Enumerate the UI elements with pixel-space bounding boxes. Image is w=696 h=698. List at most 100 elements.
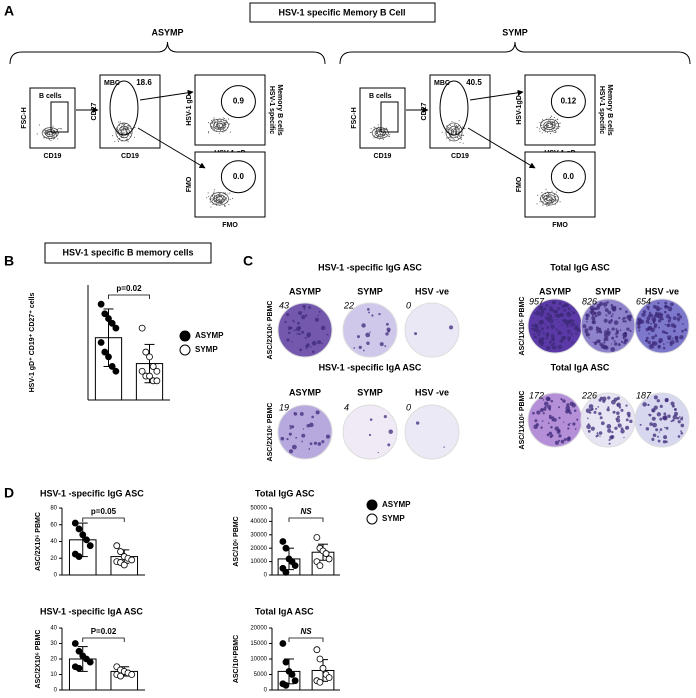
spot xyxy=(561,306,564,308)
axis-label: FSC-H xyxy=(351,107,358,128)
spot xyxy=(557,307,561,310)
spot xyxy=(534,419,538,423)
event-dot xyxy=(120,128,122,130)
spot xyxy=(552,340,554,342)
spot xyxy=(546,317,552,323)
spot xyxy=(544,401,549,406)
event-dot xyxy=(536,127,538,129)
spot xyxy=(585,408,591,414)
event-dot xyxy=(225,122,227,124)
event-dot xyxy=(377,129,379,131)
event-dot xyxy=(548,196,550,199)
significance-bracket xyxy=(288,637,324,642)
spot xyxy=(301,440,303,443)
y-axis-label: ASC/1X10⁵ PBMC xyxy=(519,297,526,356)
spot xyxy=(671,404,675,408)
spot xyxy=(599,342,603,347)
event-dot xyxy=(218,201,220,203)
spot xyxy=(540,426,543,429)
spot xyxy=(628,314,633,319)
event-dot xyxy=(219,194,221,196)
spot xyxy=(642,310,647,314)
spot xyxy=(570,310,573,312)
event-dot xyxy=(454,133,456,135)
event-dot xyxy=(383,132,385,134)
data-point xyxy=(325,555,333,563)
event-dot xyxy=(375,128,378,131)
spot xyxy=(664,426,666,429)
spot xyxy=(292,320,295,323)
event-dot xyxy=(112,135,114,137)
event-dot xyxy=(545,127,547,129)
significance-label: p=0.02 xyxy=(116,284,142,293)
spot xyxy=(658,326,661,329)
event-dot xyxy=(52,125,54,127)
spot xyxy=(301,433,306,438)
event-dot xyxy=(127,126,129,128)
event-dot xyxy=(555,132,557,134)
spot xyxy=(663,435,668,440)
event-dot xyxy=(453,124,456,126)
data-point xyxy=(112,324,120,332)
event-dot xyxy=(556,118,558,121)
spot xyxy=(563,438,567,442)
spot xyxy=(576,324,579,327)
y-axis-label: ASC/2X10⁶ PBMC xyxy=(267,403,274,462)
data-point xyxy=(86,542,94,550)
spot xyxy=(539,313,543,318)
spot xyxy=(637,325,641,329)
spot xyxy=(567,423,570,427)
event-dot xyxy=(452,138,454,140)
spot xyxy=(573,320,575,322)
spot xyxy=(539,337,541,339)
data-point xyxy=(319,664,327,672)
spot xyxy=(535,330,538,333)
event-dot xyxy=(451,121,453,123)
event-dot xyxy=(462,142,464,144)
event-dot xyxy=(547,132,549,134)
legend-label: ASYMP xyxy=(195,331,224,340)
spot xyxy=(657,319,662,323)
spot-count: 22 xyxy=(343,300,354,310)
spot-count: 4 xyxy=(344,402,349,412)
panel-letter: D xyxy=(4,485,14,501)
gate-value: 0.0 xyxy=(233,172,245,181)
spot xyxy=(670,323,675,328)
spot xyxy=(299,348,303,352)
event-dot xyxy=(213,128,215,131)
data-point xyxy=(75,553,83,560)
gate-label: B cells xyxy=(369,93,392,100)
spot xyxy=(546,433,550,437)
y-axis-label: ASC/2X10⁶ PBMC xyxy=(267,301,274,360)
spot xyxy=(550,434,554,438)
chart-title: HSV-1 specific B memory cells xyxy=(62,247,193,257)
spot xyxy=(613,340,616,343)
well xyxy=(634,298,690,354)
column-label: ASYMP xyxy=(539,286,571,296)
event-dot xyxy=(441,131,443,133)
spot xyxy=(614,342,618,346)
event-dot xyxy=(229,192,231,194)
spot xyxy=(543,407,547,411)
spot xyxy=(305,347,308,350)
spot-count: 172 xyxy=(529,390,544,400)
spot xyxy=(626,411,631,416)
event-dot xyxy=(452,132,454,134)
column-label: HSV -ve xyxy=(415,286,449,296)
event-dot xyxy=(223,124,225,126)
spot xyxy=(675,339,679,343)
spot xyxy=(614,426,618,430)
spot xyxy=(654,334,658,338)
legend-marker xyxy=(179,330,191,342)
event-dot xyxy=(225,199,227,201)
spot xyxy=(540,305,544,309)
significance-label: p=0.05 xyxy=(91,507,117,516)
y-tick-label: 40 xyxy=(50,626,57,632)
spot xyxy=(590,426,595,431)
spot xyxy=(606,328,610,331)
contour xyxy=(41,127,59,139)
axis-label: FMO xyxy=(552,222,568,229)
spot xyxy=(573,325,579,331)
gate-label: MBC xyxy=(104,80,120,87)
